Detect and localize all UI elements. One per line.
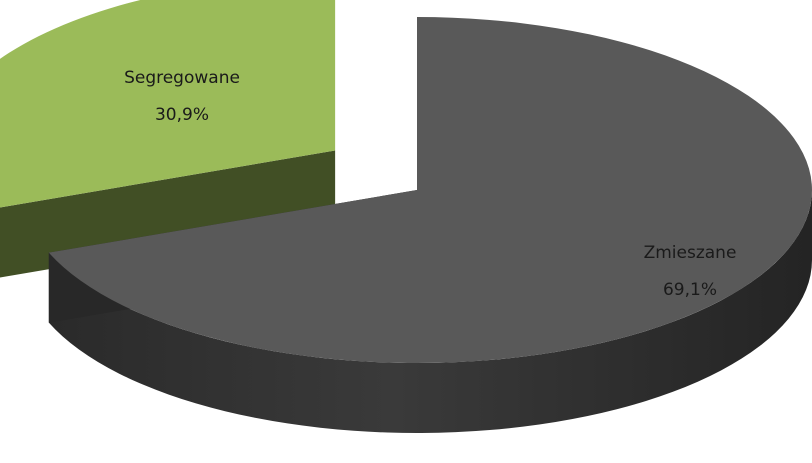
pie-slice-zmieszane <box>48 17 812 434</box>
pie-slice-rim-zmieszane <box>48 190 812 434</box>
pie-slice-cut-segregowane-0 <box>0 150 336 278</box>
slice-label-name-zmieszane: Zmieszane <box>644 243 737 263</box>
slice-label-name-segregowane: Segregowane <box>124 68 240 88</box>
pie-slice-segregowane <box>0 0 336 278</box>
pie-slice-top-zmieszane <box>48 17 812 363</box>
slice-label-value-zmieszane: 69,1% <box>663 280 717 300</box>
pie-slice-top-segregowane <box>0 0 336 208</box>
slice-label-value-segregowane: 30,9% <box>155 105 209 125</box>
